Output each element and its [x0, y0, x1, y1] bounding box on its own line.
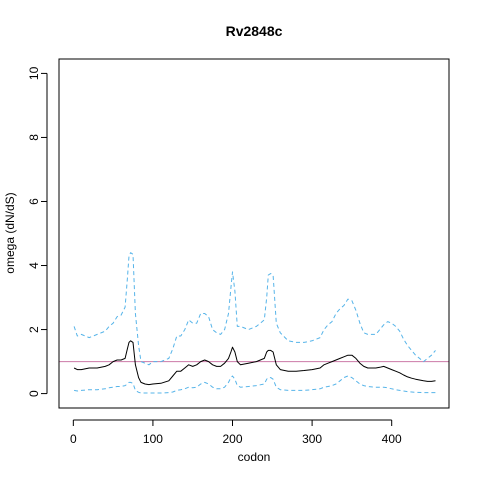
series-upper-line	[73, 252, 436, 366]
y-axis: 0 2 4 6 8 10	[27, 66, 48, 397]
x-tick-label: 300	[302, 432, 322, 446]
series-layer	[59, 252, 449, 394]
x-tick-label: 200	[222, 432, 242, 446]
series-lower-line	[74, 375, 436, 394]
y-tick-label: 10	[27, 66, 41, 80]
y-tick-label: 4	[27, 262, 41, 269]
plot-frame	[58, 58, 450, 409]
x-tick-label: 0	[70, 432, 77, 446]
x-tick-label: 400	[382, 432, 402, 446]
y-tick-label: 6	[27, 198, 41, 205]
series-mean-line	[73, 340, 436, 386]
y-axis-label: omega (dN/dS)	[3, 192, 17, 273]
y-tick-label: 0	[27, 390, 41, 397]
x-axis-label: codon	[238, 450, 271, 464]
x-axis: 0 100 200 300 400	[70, 419, 402, 446]
y-tick-label: 8	[27, 134, 41, 141]
y-tick-label: 2	[27, 326, 41, 333]
x-tick-label: 100	[143, 432, 163, 446]
chart-title: Rv2848c	[226, 23, 283, 39]
